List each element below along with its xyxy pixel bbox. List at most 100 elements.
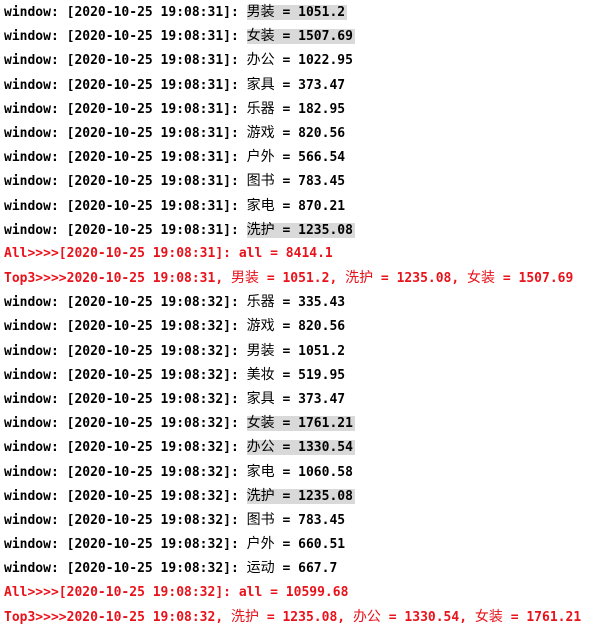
entry: 乐器 = 182.95 (246, 100, 346, 117)
value: 1235.08 (396, 271, 452, 287)
category: 家具 (246, 76, 275, 93)
log-line: window: [2020-10-25 19:08:32]: 家电 = 1060… (4, 463, 353, 480)
log-line: window: [2020-10-25 19:08:31]: 图书 = 783.… (4, 173, 346, 190)
value: 1761.21 (526, 609, 582, 625)
value: 1235.08 (282, 609, 338, 625)
timestamp: 2020-10-25 19:08:32 (74, 561, 224, 577)
category: 家电 (246, 197, 275, 214)
category: 洗护 (246, 487, 275, 504)
category: 家电 (246, 463, 275, 480)
category: 洗护 (246, 221, 275, 238)
log-line: window: [2020-10-25 19:08:31]: 办公 = 1022… (4, 52, 353, 69)
log-line: window: [2020-10-25 19:08:31]: 户外 = 566.… (4, 149, 346, 166)
value: 1051.2 (282, 271, 330, 287)
timestamp: 2020-10-25 19:08:32 (66, 584, 216, 600)
entry: 户外 = 660.51 (246, 536, 346, 553)
total-line: All>>>>[2020-10-25 19:08:31]: all = 8414… (4, 245, 333, 261)
log-line: window: [2020-10-25 19:08:31]: 家具 = 373.… (4, 76, 346, 93)
value: 1761.21 (298, 416, 353, 432)
timestamp: 2020-10-25 19:08:32 (74, 295, 224, 311)
timestamp: 2020-10-25 19:08:32 (74, 512, 224, 528)
timestamp: 2020-10-25 19:08:31 (66, 245, 216, 261)
value: 1051.2 (298, 5, 346, 20)
value: 1051.2 (298, 343, 346, 359)
category: 女装 (474, 608, 503, 625)
log-line: window: [2020-10-25 19:08:32]: 乐器 = 335.… (4, 294, 346, 311)
value: 1330.54 (404, 609, 460, 625)
value: 820.56 (298, 319, 346, 335)
log-line: window: [2020-10-25 19:08:32]: 洗护 = 1235… (4, 487, 355, 504)
log-line: window: [2020-10-25 19:08:31]: 男装 = 1051… (4, 4, 348, 20)
entry: 运动 = 667.7 (246, 560, 338, 577)
log-line: window: [2020-10-25 19:08:31]: 游戏 = 820.… (4, 124, 346, 141)
total-value: 10599.68 (285, 584, 349, 600)
timestamp: 2020-10-25 19:08:32 (74, 416, 224, 432)
category: 乐器 (246, 294, 275, 311)
entry: 男装 = 1051.2 (246, 342, 346, 359)
value: 783.45 (298, 512, 346, 528)
category: 美妆 (246, 366, 275, 383)
entry: 游戏 = 820.56 (246, 124, 346, 141)
total-line: All>>>>[2020-10-25 19:08:32]: all = 1059… (4, 584, 349, 600)
timestamp: 2020-10-25 19:08:31 (74, 222, 224, 238)
category: 户外 (246, 536, 275, 553)
log-line: window: [2020-10-25 19:08:32]: 办公 = 1330… (4, 439, 355, 456)
timestamp: 2020-10-25 19:08:31 (74, 101, 224, 117)
value: 1235.08 (298, 488, 353, 504)
category: 女装 (467, 270, 496, 287)
value: 1022.95 (298, 53, 353, 69)
log-line: window: [2020-10-25 19:08:31]: 洗护 = 1235… (4, 221, 355, 238)
entry: 户外 = 566.54 (246, 149, 346, 166)
value: 1330.54 (298, 440, 353, 456)
log-line: window: [2020-10-25 19:08:32]: 运动 = 667.… (4, 560, 338, 577)
value: 820.56 (298, 125, 346, 141)
log-line: window: [2020-10-25 19:08:31]: 女装 = 1507… (4, 28, 355, 45)
value: 373.47 (298, 392, 346, 407)
category: 女装 (246, 415, 275, 432)
log-line: window: [2020-10-25 19:08:31]: 家电 = 870.… (4, 197, 346, 214)
entry: 家具 = 373.47 (246, 391, 346, 407)
highlighted-entry: 女装 = 1761.21 (246, 415, 355, 432)
log-line: window: [2020-10-25 19:08:32]: 图书 = 783.… (4, 511, 346, 528)
category: 办公 (352, 608, 381, 625)
timestamp: 2020-10-25 19:08:32 (74, 392, 224, 407)
entry: 家电 = 870.21 (246, 197, 346, 214)
timestamp: 2020-10-25 19:08:31 (74, 29, 224, 45)
value: 783.45 (298, 174, 346, 190)
value: 660.51 (298, 537, 346, 553)
category: 男装 (246, 4, 275, 20)
log-line: window: [2020-10-25 19:08:32]: 美妆 = 519.… (4, 366, 346, 383)
category: 游戏 (246, 318, 275, 335)
entry: 图书 = 783.45 (246, 173, 346, 190)
value: 335.43 (298, 295, 346, 311)
highlighted-entry: 洗护 = 1235.08 (246, 487, 355, 504)
log-line: window: [2020-10-25 19:08:32]: 游戏 = 820.… (4, 318, 346, 335)
timestamp: 2020-10-25 19:08:31 (74, 77, 224, 93)
log-line: window: [2020-10-25 19:08:32]: 女装 = 1761… (4, 415, 355, 432)
value: 519.95 (298, 367, 346, 383)
entry: 游戏 = 820.56 (246, 318, 346, 335)
timestamp: 2020-10-25 19:08:32 (74, 464, 224, 480)
value: 667.7 (298, 561, 338, 577)
value: 566.54 (298, 150, 346, 166)
category: 乐器 (246, 100, 275, 117)
entry: 图书 = 783.45 (246, 511, 346, 528)
category: 运动 (246, 560, 275, 577)
timestamp: 2020-10-25 19:08:32 (74, 488, 224, 504)
timestamp: 2020-10-25 19:08:32 (74, 367, 224, 383)
entry: 办公 = 1022.95 (246, 52, 353, 69)
timestamp: 2020-10-25 19:08:31 (74, 174, 224, 190)
timestamp: 2020-10-25 19:08:31 (74, 5, 224, 20)
timestamp: 2020-10-25 19:08:31 (74, 53, 224, 69)
log-line: window: [2020-10-25 19:08:32]: 户外 = 660.… (4, 536, 346, 553)
timestamp: 2020-10-25 19:08:32 (74, 343, 224, 359)
category: 女装 (246, 28, 275, 45)
category: 男装 (246, 342, 275, 359)
value: 182.95 (298, 101, 346, 117)
timestamp: 2020-10-25 19:08:32 (66, 609, 216, 625)
category: 游戏 (246, 124, 275, 141)
entry: 乐器 = 335.43 (246, 294, 346, 311)
entry: 家电 = 1060.58 (246, 463, 353, 480)
entry: 美妆 = 519.95 (246, 366, 346, 383)
category: 办公 (246, 439, 275, 456)
